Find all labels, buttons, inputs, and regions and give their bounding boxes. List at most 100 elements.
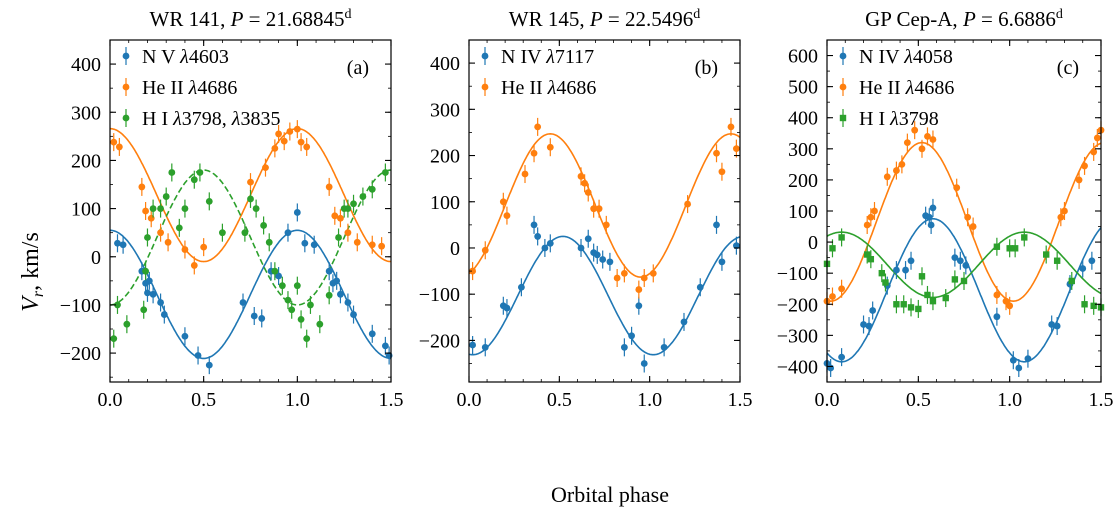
chart-title-period-value: = 21.68845 xyxy=(243,7,344,31)
data-point xyxy=(1024,355,1032,363)
data-point xyxy=(915,305,922,313)
data-point xyxy=(903,139,911,147)
data-point xyxy=(534,233,542,240)
data-point xyxy=(911,126,919,134)
data-point xyxy=(929,204,937,212)
data-point xyxy=(1053,257,1061,264)
data-point xyxy=(481,343,489,351)
data-point xyxy=(684,200,692,208)
data-point xyxy=(333,277,341,285)
data-point xyxy=(1048,321,1056,328)
data-point xyxy=(635,286,643,293)
data-point xyxy=(181,246,189,253)
data-point xyxy=(181,332,189,340)
chart-title-period-symbol: P xyxy=(962,7,976,31)
data-point xyxy=(275,272,282,280)
data-point xyxy=(962,262,970,269)
data-point xyxy=(325,291,333,299)
data-point xyxy=(577,244,585,252)
data-point xyxy=(378,242,386,250)
data-point xyxy=(181,205,189,212)
data-point xyxy=(469,267,477,275)
data-point xyxy=(205,361,213,369)
y-tick-label: 0 xyxy=(91,247,101,269)
data-point xyxy=(190,176,198,184)
y-tick-label: 500 xyxy=(788,77,818,99)
data-point xyxy=(503,212,511,220)
legend-label-ion: H I xyxy=(142,108,173,130)
data-point xyxy=(900,301,907,308)
data-point xyxy=(640,360,648,367)
y-tick-label: −300 xyxy=(777,325,818,347)
panel-label: (c) xyxy=(1057,57,1079,79)
series-3-points xyxy=(110,163,389,348)
data-point xyxy=(829,293,836,300)
legend-label-ion: He II xyxy=(859,77,906,99)
data-point xyxy=(350,311,357,318)
y-tick-label: −100 xyxy=(419,284,460,306)
data-point xyxy=(499,198,507,206)
data-point xyxy=(344,299,352,306)
data-point xyxy=(196,169,204,176)
legend-marker xyxy=(122,52,130,60)
y-tick-label: 400 xyxy=(430,53,460,75)
y-tick-label: −100 xyxy=(777,263,818,285)
x-tick-label: 0.0 xyxy=(815,389,840,411)
fit-curve-series-1 xyxy=(110,229,391,360)
data-point xyxy=(863,251,871,258)
data-point xyxy=(138,183,146,191)
legend-label-wavelength: 4686 xyxy=(197,77,237,99)
panels-group: 0.0 0.5 1.0 1.5 −200 −100 0 100 200 300 400 WR 141,… xyxy=(60,7,1114,411)
data-point xyxy=(293,209,301,216)
x-tick-label: 0.0 xyxy=(98,389,123,411)
data-point xyxy=(1011,245,1019,252)
data-point xyxy=(595,205,603,213)
data-point xyxy=(871,207,878,215)
legend-label-wavelength: 3798, xyxy=(182,108,232,130)
data-point xyxy=(149,205,157,212)
data-point xyxy=(613,274,621,282)
data-point xyxy=(157,229,164,237)
fit-curve-series-1 xyxy=(826,218,1102,363)
series-1-points xyxy=(469,215,740,373)
fit-curve-series-1 xyxy=(468,235,741,356)
legend-label-wavelength: 3835 xyxy=(240,108,280,130)
data-point xyxy=(863,221,871,229)
data-point xyxy=(969,223,977,230)
data-point xyxy=(200,243,208,251)
data-point xyxy=(344,229,352,237)
data-point xyxy=(119,241,127,249)
legend-label-wavelength: 4686 xyxy=(556,77,596,99)
data-point xyxy=(960,277,968,285)
chart-title-superscript: d xyxy=(345,7,352,22)
data-point xyxy=(893,167,900,174)
data-point xyxy=(882,279,889,286)
chart-panel-2: 0.0 0.5 1.0 1.5 −200 −100 0 100 200 300 400 WR 145,… xyxy=(419,7,753,411)
panel-label: (a) xyxy=(347,57,369,79)
data-point xyxy=(898,160,906,168)
legend-label-ion: N IV xyxy=(859,46,904,68)
data-point xyxy=(649,269,657,277)
data-point xyxy=(252,205,260,212)
data-point xyxy=(303,335,311,343)
data-point xyxy=(1057,213,1065,221)
data-point xyxy=(902,266,909,274)
x-tick-label: 1.0 xyxy=(637,389,662,411)
legend-label-wavelength: 4686 xyxy=(914,77,954,99)
data-point xyxy=(590,205,598,213)
chart-title-superscript: d xyxy=(693,7,700,22)
data-point xyxy=(190,262,198,269)
data-point xyxy=(732,145,740,153)
data-point xyxy=(593,251,601,259)
data-point xyxy=(350,200,357,208)
data-point xyxy=(718,258,726,266)
data-point xyxy=(297,315,305,323)
legend-marker xyxy=(122,83,130,91)
legend-label-lambda: λ xyxy=(172,108,182,130)
legend-label: H I λ3798 xyxy=(859,108,939,130)
data-point xyxy=(918,145,926,153)
data-point xyxy=(110,138,118,146)
data-point xyxy=(1053,322,1061,330)
data-point xyxy=(635,302,643,310)
data-point xyxy=(929,297,937,305)
